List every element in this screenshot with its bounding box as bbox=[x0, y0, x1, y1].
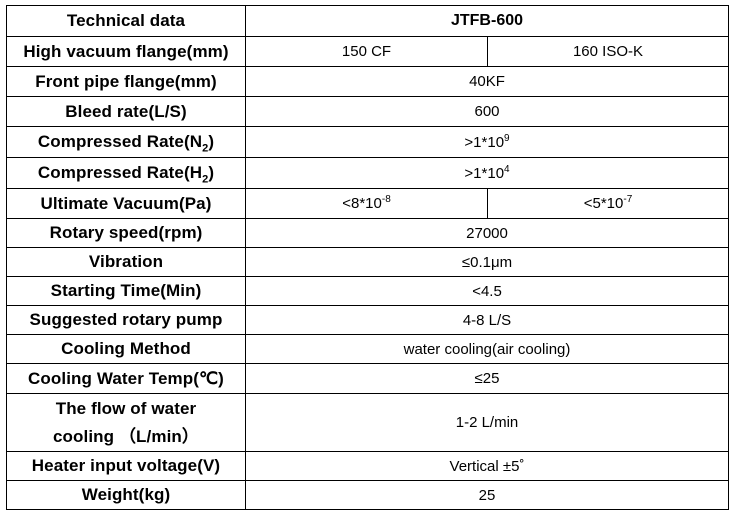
water-flow-value: 1-2 L/min bbox=[245, 393, 729, 452]
table-row: Heater input voltage(V) Vertical ±5˚ bbox=[6, 451, 729, 481]
table-row: The flow of water cooling （L/min） 1-2 L/m… bbox=[6, 393, 729, 452]
front-pipe-flange-label: Front pipe flange(mm) bbox=[6, 66, 246, 97]
table-row: Vibration ≤0.1μm bbox=[6, 247, 729, 277]
ultimate-vacuum-label: Ultimate Vacuum(Pa) bbox=[6, 188, 246, 219]
cooling-method-label: Cooling Method bbox=[6, 334, 246, 364]
value-base: >1*10 bbox=[464, 133, 505, 151]
model-name: JTFB-600 bbox=[245, 5, 729, 37]
label-text: Compressed Rate(N bbox=[37, 132, 203, 151]
high-vacuum-flange-iso: 160 ISO-K bbox=[487, 36, 729, 67]
heater-voltage-value: Vertical ±5˚ bbox=[245, 451, 729, 481]
starting-time-value: <4.5 bbox=[245, 276, 729, 306]
label-line: cooling （L/min） bbox=[53, 426, 199, 446]
vibration-label: Vibration bbox=[6, 247, 246, 277]
value-exponent: 4 bbox=[504, 163, 510, 175]
table-row: Suggested rotary pump 4-8 L/S bbox=[6, 305, 729, 335]
value-exponent: -8 bbox=[381, 194, 391, 205]
header-label: Technical data bbox=[6, 5, 246, 37]
cooling-method-value: water cooling(air cooling) bbox=[245, 334, 729, 364]
ultimate-vacuum-value-b: <5*10-7 bbox=[487, 188, 729, 219]
table-row: Technical data JTFB-600 bbox=[6, 5, 729, 37]
compressed-rate-h2-value: >1*104 bbox=[245, 157, 729, 189]
label-text: ) bbox=[208, 163, 215, 182]
suggested-pump-value: 4-8 L/S bbox=[245, 305, 729, 335]
table-row: Weight(kg) 25 bbox=[6, 480, 729, 510]
table-row: Cooling Water Temp(℃) ≤25 bbox=[6, 363, 729, 394]
value-base: >1*10 bbox=[464, 164, 505, 182]
value-base: <5*10 bbox=[583, 195, 624, 212]
heater-voltage-label: Heater input voltage(V) bbox=[6, 451, 246, 481]
bleed-rate-value: 600 bbox=[245, 96, 729, 127]
ultimate-vacuum-value-a: <8*10-8 bbox=[245, 188, 488, 219]
table-row: Rotary speed(rpm) 27000 bbox=[6, 218, 729, 248]
table-row: Ultimate Vacuum(Pa) <8*10-8 <5*10-7 bbox=[6, 188, 729, 219]
subscript: 2 bbox=[202, 173, 209, 186]
compressed-rate-n2-value: >1*109 bbox=[245, 126, 729, 158]
front-pipe-flange-value: 40KF bbox=[245, 66, 729, 97]
compressed-rate-h2-label: Compressed Rate(H2) bbox=[6, 157, 246, 189]
label-text: ) bbox=[208, 132, 215, 151]
table-row: Front pipe flange(mm) 40KF bbox=[6, 66, 729, 97]
value-exponent: -7 bbox=[623, 194, 633, 205]
technical-data-table: Technical data JTFB-600 High vacuum flan… bbox=[6, 5, 729, 510]
value-exponent: 9 bbox=[504, 132, 510, 144]
vibration-value: ≤0.1μm bbox=[245, 247, 729, 277]
label-text: Compressed Rate(H bbox=[37, 163, 203, 182]
high-vacuum-flange-cf: 150 CF bbox=[245, 36, 488, 67]
label-line: The flow of water bbox=[55, 398, 197, 418]
weight-label: Weight(kg) bbox=[6, 480, 246, 510]
table-row: Compressed Rate(N2) >1*109 bbox=[6, 126, 729, 158]
compressed-rate-n2-label: Compressed Rate(N2) bbox=[6, 126, 246, 158]
table-row: Starting Time(Min) <4.5 bbox=[6, 276, 729, 306]
table-row: Bleed rate(L/S) 600 bbox=[6, 96, 729, 127]
subscript: 2 bbox=[202, 142, 209, 155]
water-flow-label: The flow of water cooling （L/min） bbox=[6, 393, 246, 452]
starting-time-label: Starting Time(Min) bbox=[6, 276, 246, 306]
high-vacuum-flange-label: High vacuum flange(mm) bbox=[6, 36, 246, 67]
rotary-speed-value: 27000 bbox=[245, 218, 729, 248]
suggested-pump-label: Suggested rotary pump bbox=[6, 305, 246, 335]
cooling-water-temp-value: ≤25 bbox=[245, 363, 729, 394]
table-row: Compressed Rate(H2) >1*104 bbox=[6, 157, 729, 189]
value-base: <8*10 bbox=[342, 195, 382, 212]
bleed-rate-label: Bleed rate(L/S) bbox=[6, 96, 246, 127]
rotary-speed-label: Rotary speed(rpm) bbox=[6, 218, 246, 248]
cooling-water-temp-label: Cooling Water Temp(℃) bbox=[6, 363, 246, 394]
table-row: High vacuum flange(mm) 150 CF 160 ISO-K bbox=[6, 36, 729, 67]
table-row: Cooling Method water cooling(air cooling… bbox=[6, 334, 729, 364]
weight-value: 25 bbox=[245, 480, 729, 510]
